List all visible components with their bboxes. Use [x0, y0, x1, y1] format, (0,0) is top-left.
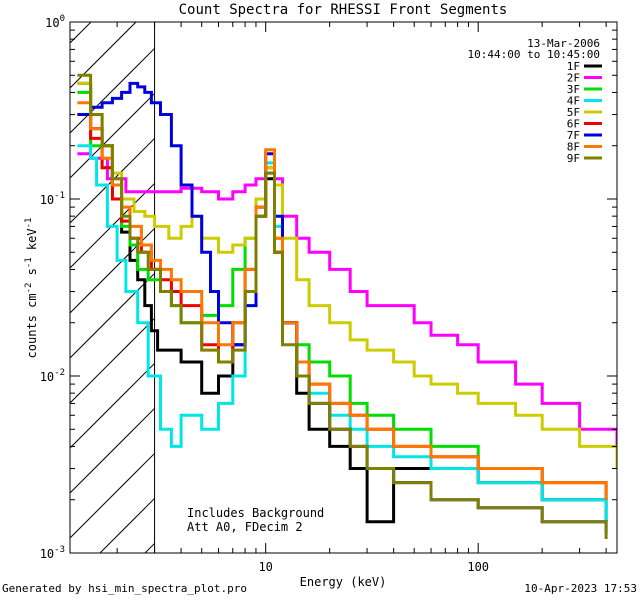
legend-label-6f: 6F	[567, 118, 580, 131]
y-axis-label: counts cm-2 s-1 keV-1	[24, 218, 39, 359]
y-tick-label: 10-3	[40, 545, 65, 561]
legend-label-8f: 8F	[567, 141, 580, 154]
legend-label-5f: 5F	[567, 106, 580, 119]
hatch-line	[70, 318, 155, 404]
annotation-background: Includes Background	[187, 506, 324, 520]
chart-title: Count Spectra for RHESSI Front Segments	[179, 2, 508, 18]
x-tick-label: 100	[467, 560, 489, 574]
legend-label-4f: 4F	[567, 95, 580, 108]
y-tick-label: 10-2	[40, 368, 65, 384]
x-tick-label: 10	[258, 560, 272, 574]
hatch-line	[70, 22, 92, 44]
plot-frame	[69, 21, 618, 554]
x-axis-label: Energy (keV)	[300, 575, 387, 589]
series-9f	[77, 73, 608, 539]
hatch-line	[70, 363, 155, 449]
series-layer	[77, 73, 617, 539]
generated-by-label: Generated by hsi_min_spectra_plot.pro	[2, 582, 248, 595]
legend-label-9f: 9F	[567, 152, 580, 165]
hatch-line	[99, 498, 155, 553]
hatch-line	[70, 273, 155, 359]
hatch-line	[70, 48, 155, 134]
hatch-line	[70, 93, 155, 179]
hatched-region	[70, 22, 156, 553]
legend-label-3f: 3F	[567, 83, 580, 96]
hatch-line	[70, 453, 155, 539]
timestamp-label: 10-Apr-2023 17:53	[524, 582, 637, 595]
legend-label-1f: 1F	[567, 60, 580, 73]
series-2f	[77, 152, 617, 447]
y-tick-label: 10-1	[40, 191, 65, 207]
axis-ticks: 10 100 100 10-1 10-2 10-3	[40, 14, 617, 574]
time-range-label: 10:44:00 to 10:45:00	[468, 48, 600, 61]
legend-label-2f: 2F	[567, 72, 580, 85]
y-tick-label: 100	[45, 14, 65, 30]
annotation-attenuator: Att A0, FDecim 2	[187, 520, 303, 534]
series-8f	[77, 101, 608, 500]
date-label: 13-Mar-2006	[527, 37, 600, 50]
legend-label-7f: 7F	[567, 129, 580, 142]
hatch-line	[70, 408, 155, 494]
